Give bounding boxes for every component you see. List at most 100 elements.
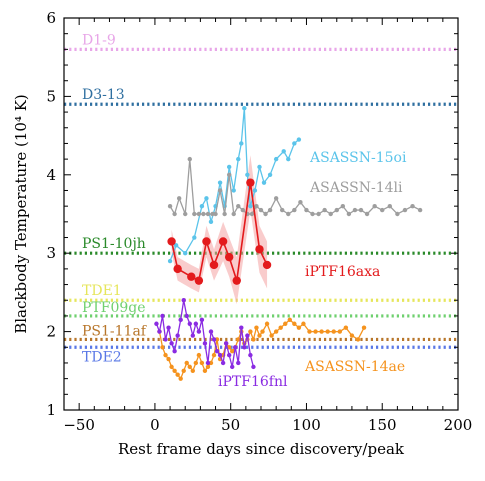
asassn-14li-point [316,211,321,217]
asassn-14ae-point [283,321,288,326]
asassn-14li-point [410,203,415,209]
iptf16axa-point [224,252,234,262]
iptf16fnl-line [155,300,255,368]
asassn-14li-point [380,207,385,213]
asassn-14ae-point [301,321,306,326]
uncertainty-band [171,155,268,305]
asassn-15oi-point [217,180,223,185]
asassn-14ae-point [166,356,171,362]
reference-label-d3-13: D3-13 [82,87,125,103]
asassn-14li-point [222,211,227,217]
asassn-14li-point [292,207,297,213]
iptf16fnl-point [208,329,214,334]
series-labels: ASASSN-15oi ASASSN-14li iPTF16axa ASASSN-14… [218,150,407,390]
asassn-14ae-point [184,360,189,366]
iptf16axa-point [167,237,176,246]
series-label-asassn-14ae: ASASSN-14ae [304,359,405,375]
iptf16axa-point [202,237,211,246]
asassn-15oi-point [273,156,279,162]
x-tick-label: 0 [150,416,160,434]
asassn-14ae-point [202,368,208,373]
series-iptf16axa [167,178,272,285]
asassn-14li-point [217,188,223,193]
x-tick-label: −50 [63,416,95,434]
iptf16fnl-point [248,352,253,358]
asassn-14ae-point [307,329,312,334]
iptf16fnl-point [190,333,196,338]
reference-label-ps1-10jh: PS1-10jh [82,236,146,252]
series-asassn-14ae [157,317,367,381]
iptf16fnl-point [245,333,250,338]
y-tick-label: 2 [46,323,56,341]
asassn-14li-point [258,207,264,213]
asassn-15oi-line [169,108,300,262]
iptf16fnl-point [160,313,165,319]
asassn-14ae-point [230,349,235,354]
asassn-15oi-point [183,251,188,256]
asassn-14li-point [196,211,202,217]
asassn-15oi-point [252,188,258,193]
asassn-14li-point [334,207,339,213]
asassn-14ae-point [208,360,214,366]
y-tick-label: 3 [46,244,56,262]
reference-label-d1-9: D1-9 [82,32,116,48]
asassn-14li-point [213,211,218,217]
asassn-15oi-point [236,156,241,162]
asassn-14li-point [183,211,188,217]
asassn-14li-point [192,211,197,217]
iptf16fnl-point [196,329,202,334]
asassn-14ae-point [199,360,205,366]
asassn-14ae-point [292,321,297,326]
asassn-15oi-point [296,137,302,142]
asassn-14ae-point [264,321,270,326]
iptf16fnl-point [236,360,241,366]
iptf16fnl-point [163,337,168,342]
iptf16axa-uncertainty-band [171,155,268,305]
asassn-14li-point [358,207,364,213]
asassn-15oi-point [204,196,209,201]
iptf16fnl-point [181,298,186,303]
asassn-15oi-point [257,164,262,170]
asassn-14ae-point [331,329,336,334]
series-label-asassn-14li: ASASSN-14li [309,180,403,196]
asassn-14ae-point [361,325,367,330]
asassn-14li-point [254,203,259,209]
iptf16fnl-point [166,325,171,330]
x-tick-label: 50 [221,416,240,434]
asassn-14ae-point [287,317,292,323]
asassn-15oi-point [167,258,173,264]
asassn-14ae-point [278,325,283,330]
asassn-14ae-point [273,329,279,334]
asassn-14ae-point [248,329,253,334]
asassn-14li-point [263,211,268,217]
asassn-15oi-point [208,219,214,225]
asassn-14li-point [387,203,393,209]
asassn-14ae-point [269,333,274,338]
y-tick-label: 6 [46,9,56,27]
iptf16axa-point [187,272,196,281]
asassn-15oi-point [292,141,297,146]
asassn-14li-point [267,207,273,213]
asassn-14li-point [249,211,255,217]
asassn-14li-point [417,207,423,213]
asassn-15oi-point [248,203,253,209]
reference-label-tde2: TDE2 [82,349,122,365]
iptf16fnl-point [251,364,256,370]
iptf16fnl-point [178,317,183,323]
asassn-14li-point [304,207,309,213]
series-layer [154,105,423,381]
asassn-14li-point [395,211,400,217]
asassn-14ae-point [205,364,211,370]
x-tick-label: 100 [292,416,321,434]
reference-lines [64,47,458,349]
iptf16fnl-point [214,349,220,354]
asassn-14li-point [346,211,352,217]
iptf16fnl-point [205,360,211,366]
asassn-14ae-point [190,368,196,373]
iptf16axa-point [173,264,182,274]
y-tick-label: 5 [46,87,56,105]
asassn-15oi-point [192,235,197,240]
asassn-14ae-point [313,329,318,334]
asassn-14li-point [340,203,346,209]
